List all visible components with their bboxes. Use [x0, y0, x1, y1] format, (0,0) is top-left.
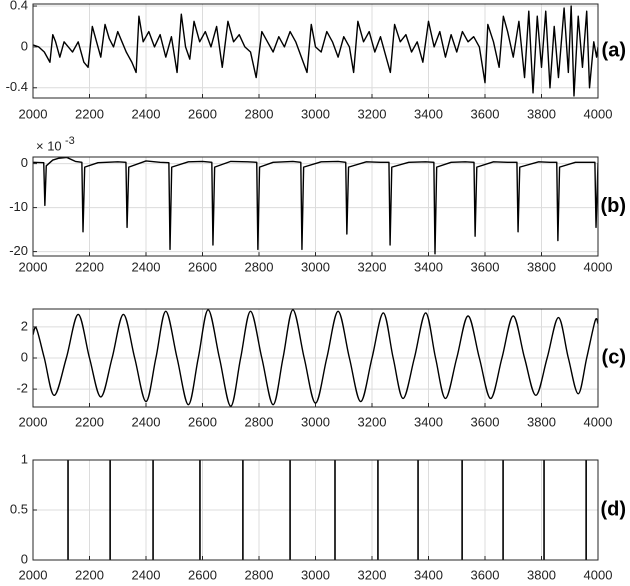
y-tick-label: 0	[21, 551, 28, 566]
x-tick-label: 2000	[19, 414, 48, 429]
axes-frame	[32, 3, 599, 99]
x-tick-label: 2200	[75, 106, 104, 121]
y-tick-label: 0.4	[10, 0, 28, 12]
x-tick-label: 3800	[527, 414, 556, 429]
x-tick-label: 3600	[471, 414, 500, 429]
x-tick-label: 2800	[245, 259, 274, 274]
y-tick-label: -20	[9, 243, 28, 258]
y-tick-label: 2	[21, 318, 28, 333]
y-tick-label: -10	[9, 199, 28, 214]
axes-frame	[32, 459, 599, 561]
y-scale-label: × 10	[36, 138, 62, 153]
x-tick-label: 3000	[301, 414, 330, 429]
x-tick-label: 3000	[301, 259, 330, 274]
x-tick-label: 2400	[132, 259, 161, 274]
x-tick-label: 3000	[301, 106, 330, 121]
x-tick-label: 2800	[245, 567, 274, 582]
axes-frame	[32, 308, 599, 408]
x-tick-label: 2400	[132, 106, 161, 121]
x-tick-label: 2800	[245, 414, 274, 429]
signal-line	[33, 309, 598, 407]
x-tick-label: 4000	[584, 567, 613, 582]
x-tick-label: 2600	[188, 567, 217, 582]
y-tick-label: 0.5	[10, 501, 28, 516]
axes-frame	[32, 156, 599, 257]
x-tick-label: 3600	[471, 106, 500, 121]
y-tick-label: 0	[21, 38, 28, 53]
y-scale-exponent: -3	[65, 135, 75, 147]
x-tick-label: 3200	[358, 259, 387, 274]
y-tick-label: -0.4	[6, 79, 28, 94]
x-tick-label: 3000	[301, 567, 330, 582]
x-tick-label: 3200	[358, 567, 387, 582]
x-tick-label: 2600	[188, 414, 217, 429]
panel-label: (a)	[602, 39, 626, 61]
x-tick-label: 4000	[584, 414, 613, 429]
x-tick-label: 3600	[471, 567, 500, 582]
x-tick-label: 2600	[188, 259, 217, 274]
subplot: 2000 2200 2400 2600 2800 3000 3200 3400 3600 3800…	[16, 308, 626, 429]
panel-label: (c)	[602, 346, 626, 368]
y-tick-label: -2	[16, 381, 28, 396]
x-tick-label: 3400	[414, 259, 443, 274]
x-tick-label: 4000	[584, 106, 613, 121]
y-tick-label: 0	[21, 349, 28, 364]
panel-label: (b)	[600, 195, 626, 217]
signal-line	[33, 157, 598, 255]
x-tick-label: 4000	[584, 259, 613, 274]
x-tick-label: 2200	[75, 567, 104, 582]
x-tick-label: 3400	[414, 567, 443, 582]
x-tick-label: 3800	[527, 259, 556, 274]
x-tick-label: 3600	[471, 259, 500, 274]
x-tick-label: 2200	[75, 414, 104, 429]
x-tick-label: 3200	[358, 414, 387, 429]
x-tick-label: 3400	[414, 106, 443, 121]
x-tick-label: 2200	[75, 259, 104, 274]
signal-line	[33, 5, 598, 97]
x-tick-label: 3800	[527, 106, 556, 121]
x-tick-label: 2400	[132, 414, 161, 429]
x-tick-label: 3200	[358, 106, 387, 121]
x-tick-label: 3400	[414, 414, 443, 429]
subplot: 2000 2200 2400 2600 2800 3000 3200 3400 3600 3800…	[9, 135, 626, 275]
x-tick-label: 2000	[19, 259, 48, 274]
x-tick-label: 2000	[19, 567, 48, 582]
y-tick-label: 0	[21, 155, 28, 170]
panel-label: (d)	[600, 498, 626, 520]
x-tick-label: 2400	[132, 567, 161, 582]
subplot: 2000 2200 2400 2600 2800 3000 3200 3400 3600 3800…	[10, 451, 626, 582]
x-tick-label: 3800	[527, 567, 556, 582]
subplot: 2000 2200 2400 2600 2800 3000 3200 3400 3600 3800…	[6, 0, 626, 121]
x-tick-label: 2800	[245, 106, 274, 121]
x-tick-label: 2600	[188, 106, 217, 121]
y-tick-label: 1	[21, 451, 28, 466]
x-tick-label: 2000	[19, 106, 48, 121]
